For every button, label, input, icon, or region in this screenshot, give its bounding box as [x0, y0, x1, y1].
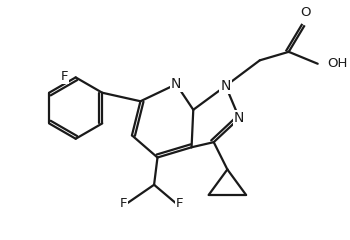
Text: N: N	[220, 79, 231, 93]
Text: F: F	[119, 197, 127, 210]
Text: OH: OH	[327, 57, 348, 70]
Text: F: F	[61, 70, 68, 83]
Text: N: N	[234, 111, 245, 125]
Text: N: N	[171, 77, 181, 91]
Text: F: F	[176, 197, 184, 210]
Text: O: O	[301, 6, 311, 19]
